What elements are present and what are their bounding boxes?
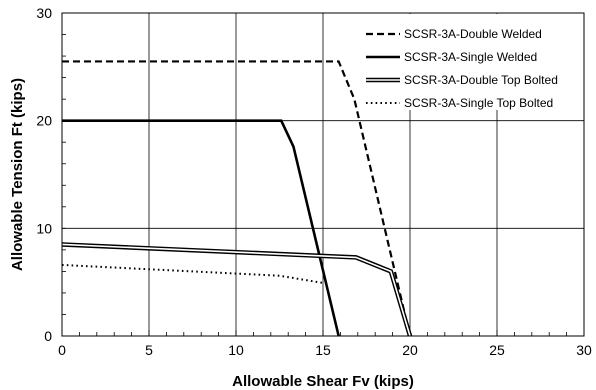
x-axis-title: Allowable Shear Fv (kips) — [232, 373, 414, 390]
legend-label: SCSR-3A-Single Top Bolted — [404, 96, 553, 110]
y-tick-label: 0 — [44, 328, 52, 344]
legend-box — [360, 14, 582, 110]
legend-entry: SCSR-3A-Double Welded — [366, 27, 542, 41]
y-axis-title: Allowable Tension Ft (kips) — [9, 78, 26, 271]
series — [61, 60, 413, 337]
x-tick-label: 10 — [228, 342, 244, 358]
legend-label: SCSR-3A-Single Welded — [404, 50, 537, 64]
series-line — [61, 243, 411, 337]
x-tick-label: 5 — [145, 342, 153, 358]
series-1 — [62, 60, 412, 337]
plot-frame — [61, 12, 585, 337]
x-tick-label: 25 — [489, 342, 505, 358]
legend-entry: SCSR-3A-Double Top Bolted — [366, 73, 558, 87]
legend-label: SCSR-3A-Double Top Bolted — [404, 73, 558, 87]
legend: SCSR-3A-Double Welded SCSR-3A-Single Weld… — [360, 14, 582, 110]
legend-label: SCSR-3A-Double Welded — [404, 27, 542, 41]
x-tick-label: 30 — [576, 342, 592, 358]
x-tick-label: 0 — [58, 342, 66, 358]
x-tick-labels: 0 5 10 15 20 25 30 — [58, 342, 592, 358]
series-3 — [61, 242, 413, 337]
series-2 — [62, 119, 340, 337]
series-line — [62, 119, 340, 337]
y-tick-label: 30 — [36, 5, 52, 21]
y-tick-labels: 0 10 20 30 — [36, 5, 52, 344]
series-line — [61, 263, 325, 285]
x-tick-label: 20 — [402, 342, 418, 358]
x-tick-label: 15 — [315, 342, 331, 358]
series-line — [62, 60, 412, 337]
y-tick-label: 20 — [36, 113, 52, 129]
series-4 — [61, 263, 325, 285]
y-tick-label: 10 — [36, 220, 52, 236]
legend-entry: SCSR-3A-Single Welded — [366, 50, 537, 64]
legend-entry: SCSR-3A-Single Top Bolted — [366, 96, 553, 110]
